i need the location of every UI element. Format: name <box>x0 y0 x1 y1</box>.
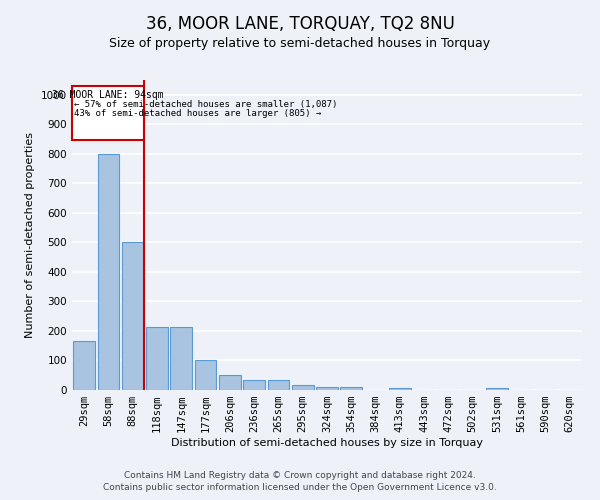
Text: 36 MOOR LANE: 94sqm: 36 MOOR LANE: 94sqm <box>52 90 164 101</box>
Bar <box>146 326 168 390</box>
Text: 43% of semi-detached houses are larger (805) →: 43% of semi-detached houses are larger (… <box>74 109 321 118</box>
Bar <box>73 342 95 390</box>
Bar <box>486 388 508 390</box>
Bar <box>389 388 411 390</box>
Bar <box>97 154 119 390</box>
X-axis label: Distribution of semi-detached houses by size in Torquay: Distribution of semi-detached houses by … <box>171 438 483 448</box>
Bar <box>316 387 338 390</box>
Y-axis label: Number of semi-detached properties: Number of semi-detached properties <box>25 132 35 338</box>
Text: Contains HM Land Registry data © Crown copyright and database right 2024.: Contains HM Land Registry data © Crown c… <box>124 471 476 480</box>
Bar <box>72 86 143 140</box>
Text: Contains public sector information licensed under the Open Government Licence v3: Contains public sector information licen… <box>103 484 497 492</box>
Bar <box>170 326 192 390</box>
Bar <box>340 387 362 390</box>
Text: Size of property relative to semi-detached houses in Torquay: Size of property relative to semi-detach… <box>109 38 491 51</box>
Text: ← 57% of semi-detached houses are smaller (1,087): ← 57% of semi-detached houses are smalle… <box>74 100 337 109</box>
Bar <box>219 374 241 390</box>
Bar <box>243 380 265 390</box>
Bar <box>122 242 143 390</box>
Bar <box>292 384 314 390</box>
Bar <box>194 360 217 390</box>
Text: 36, MOOR LANE, TORQUAY, TQ2 8NU: 36, MOOR LANE, TORQUAY, TQ2 8NU <box>146 15 454 33</box>
Bar <box>268 380 289 390</box>
